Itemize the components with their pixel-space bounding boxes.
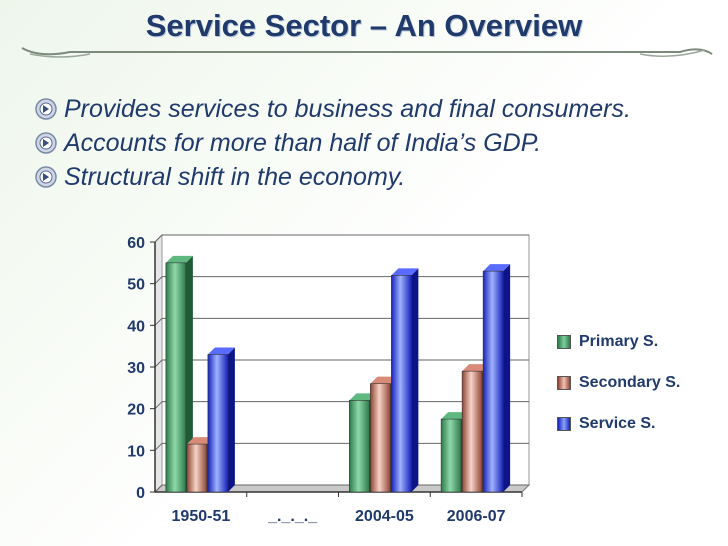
y-tick-label: 10 [127,443,145,460]
bar-side [227,347,235,492]
bar-chart: 0 10 20 30 40 50 60 1950-51 _._._._ 2004-05 2006-0… [127,233,531,525]
bar-top [165,255,193,263]
bar-side [411,268,419,492]
legend-label-service: Service S. [579,414,656,432]
bullet-item: Provides services to business and final … [34,92,631,126]
bullet-text: Provides services to business and final … [64,94,631,123]
bar [165,262,187,493]
bar [207,354,229,493]
bullet-item: Accounts for more than half of India’s G… [34,126,631,160]
bullet-list: Provides services to business and final … [34,92,631,194]
gridline-diagonal [154,234,163,243]
legend-swatch-secondary [557,375,571,390]
bar-top [462,364,490,372]
legend-item-secondary: Secondary S. [557,362,680,403]
legend-item-primary: Primary S. [557,321,680,362]
bar-top [186,437,214,445]
bullet-text: Accounts for more than half of India’s G… [64,128,542,157]
bar [391,275,412,493]
bullet-icon [35,98,57,120]
bar [370,383,391,493]
x-tick-label: 2006-07 [447,508,506,525]
x-tick-label: 2004-05 [355,508,414,525]
bullet-icon [35,132,57,154]
x-tick-label: _._._._ [267,508,318,525]
title-underline-ornament [21,47,713,58]
bar [461,370,483,493]
bullet-item: Structural shift in the economy. [34,160,631,194]
y-tick-label: 60 [127,235,145,252]
bullet-text: Structural shift in the economy. [64,162,406,191]
bar-top [441,412,469,420]
bar-side [185,255,193,492]
gridline-diagonal [154,484,163,493]
bar [349,400,370,493]
slide-title: Service Sector – An Overview [145,8,583,43]
gridline-diagonal [154,359,163,368]
y-tick-label: 30 [127,360,145,377]
legend-swatch-primary [557,334,571,349]
x-tick-label: 1950-51 [172,508,231,525]
gridline-diagonal [154,317,163,326]
bar [440,418,462,493]
y-tick-label: 0 [136,485,145,502]
bar-top [391,268,419,276]
bar-top [483,264,511,272]
bar-side [503,264,511,492]
gridline-diagonal [154,401,163,410]
bar-top [349,393,377,401]
y-tick-label: 20 [127,402,145,419]
bar-top [207,347,235,355]
y-tick-label: 50 [127,277,145,294]
legend-swatch-service [557,416,571,431]
bullet-icon [35,166,57,188]
gridline-diagonal [154,276,163,285]
y-tick-label: 40 [127,318,145,335]
legend-label-secondary: Secondary S. [579,373,681,391]
bar [186,443,208,493]
bar-top [370,376,398,384]
gridline-diagonal [154,442,163,451]
chart-legend: Primary S. Secondary S. Service S. [557,321,680,444]
legend-label-primary: Primary S. [579,332,659,350]
bar [482,270,504,493]
legend-item-service: Service S. [557,403,680,444]
